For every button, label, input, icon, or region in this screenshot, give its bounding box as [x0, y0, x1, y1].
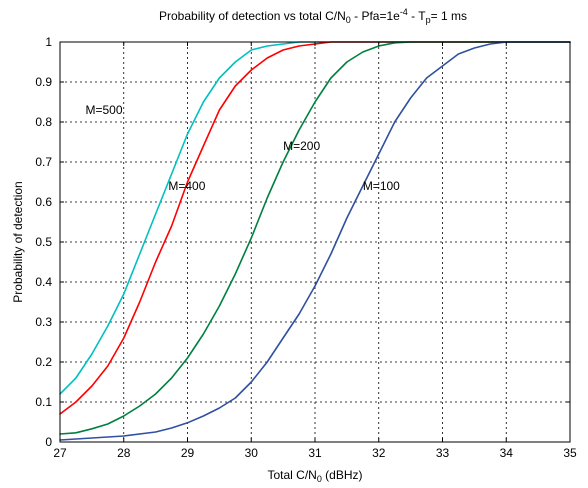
- x-tick-label: 27: [53, 446, 67, 460]
- y-tick-label: 1: [45, 35, 52, 49]
- y-tick-label: 0.6: [35, 195, 52, 209]
- y-tick-label: 0.7: [35, 155, 52, 169]
- y-tick-label: 0.8: [35, 115, 52, 129]
- y-tick-label: 0.4: [35, 275, 52, 289]
- series-label-m-500: M=500: [86, 103, 123, 117]
- series-label-m-100: M=100: [363, 179, 400, 193]
- chart-title: Probability of detection vs total C/N0 -…: [159, 7, 467, 25]
- series-line-m-400: [59, 41, 571, 415]
- x-tick-label: 29: [181, 446, 195, 460]
- x-tick-label: 34: [500, 446, 514, 460]
- y-tick-label: 0.2: [35, 355, 52, 369]
- series-group: [59, 41, 571, 441]
- x-tick-label: 31: [308, 446, 322, 460]
- x-tick-label: 30: [245, 446, 259, 460]
- series-line-m-100: [59, 41, 571, 441]
- x-tick-label: 28: [117, 446, 131, 460]
- series-label-m-200: M=200: [283, 139, 320, 153]
- series-line-m-500: [59, 41, 571, 395]
- y-tick-label: 0.5: [35, 235, 52, 249]
- series-line-m-200: [59, 41, 571, 435]
- y-tick-label: 0.9: [35, 75, 52, 89]
- x-axis-label: Total C/N0 (dBHz): [267, 468, 362, 484]
- grid: [60, 42, 570, 442]
- x-tick-label: 35: [563, 446, 577, 460]
- x-tick-label: 33: [436, 446, 450, 460]
- y-tick-label: 0: [45, 435, 52, 449]
- axis-ticks: 27 28 29 30 31 32 33 34 35 0 0.1 0.2 0.3 0.4 0.5 0.6 0.7…: [35, 35, 577, 460]
- y-tick-label: 0.1: [35, 395, 52, 409]
- y-tick-label: 0.3: [35, 315, 52, 329]
- x-tick-label: 32: [372, 446, 386, 460]
- series-labels: M=500 M=400 M=200 M=100: [86, 103, 401, 193]
- series-label-m-400: M=400: [168, 179, 205, 193]
- y-axis-label: Probability of detection: [11, 181, 25, 302]
